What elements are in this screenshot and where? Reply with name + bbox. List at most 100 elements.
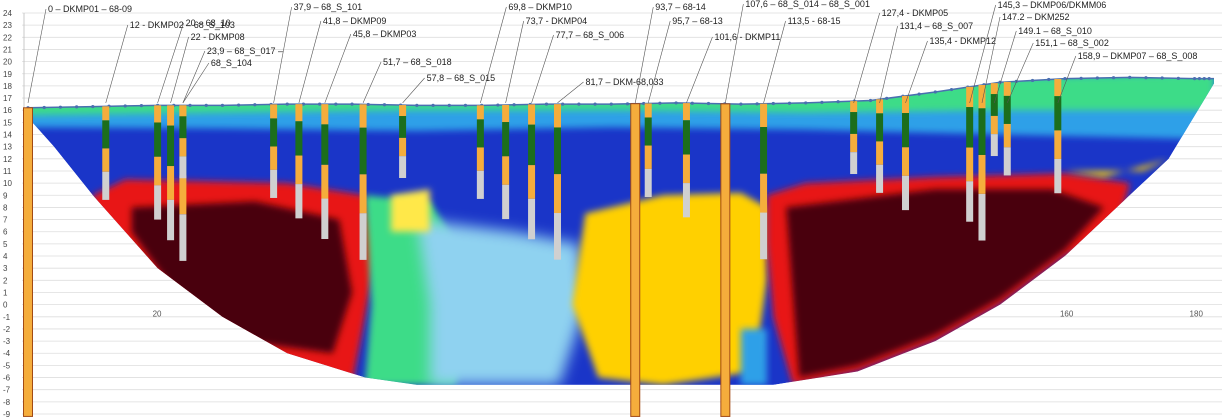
- y-tick-label: 23: [3, 21, 12, 30]
- label-leader: [879, 25, 898, 103]
- y-tick-label: 17: [3, 94, 12, 103]
- label-leader: [182, 50, 206, 104]
- borehole-segment: [270, 146, 278, 170]
- y-tick-label: 20: [3, 58, 12, 67]
- label-leader: [647, 20, 671, 103]
- surface-marker: [123, 104, 127, 108]
- surface-marker: [91, 104, 95, 109]
- borehole-segment: [682, 154, 690, 184]
- y-tick-label: -9: [3, 410, 11, 419]
- borehole-segment: [876, 99, 884, 114]
- borehole-segment: [102, 171, 110, 200]
- surface-marker: [674, 101, 678, 105]
- borehole-segment: [990, 94, 998, 116]
- y-tick-label: 4: [3, 252, 8, 261]
- borehole-segment: [167, 125, 175, 167]
- y-tick-label: 9: [3, 191, 8, 200]
- borehole-segment: [990, 115, 998, 135]
- borehole-segment: [644, 117, 652, 146]
- surface-marker: [1047, 77, 1051, 82]
- surface-marker: [868, 98, 873, 103]
- y-tick-label: -8: [3, 398, 11, 407]
- surface-marker: [625, 102, 630, 106]
- borehole-segment: [876, 113, 884, 142]
- borehole-segment: [502, 184, 510, 220]
- borehole-segment: [760, 173, 768, 213]
- y-tick-label: -5: [3, 361, 11, 370]
- y-tick-label: 8: [3, 203, 8, 212]
- surface-marker: [188, 103, 192, 107]
- borehole-segment: [359, 213, 367, 260]
- borehole-label: 147.2 – DKM252: [1002, 12, 1070, 22]
- surface-marker: [787, 101, 792, 105]
- borehole-segment: [644, 145, 652, 169]
- label-leader: [981, 16, 1001, 103]
- x-tick-label: 160: [1060, 310, 1074, 319]
- borehole-label: 73,7 - DKMP04: [526, 16, 588, 26]
- borehole-segment: [978, 154, 986, 194]
- borehole-segment: [682, 183, 690, 218]
- borehole-segment: [1054, 96, 1062, 131]
- label-leader: [994, 30, 1017, 104]
- borehole-segment: [760, 103, 768, 128]
- borehole-segment: [902, 147, 910, 176]
- right-extreme-resistivity: [786, 189, 1104, 378]
- borehole-segment: [553, 213, 561, 260]
- borehole: [630, 103, 641, 417]
- label-leader: [362, 61, 382, 104]
- borehole-segment: [1003, 95, 1011, 124]
- borehole-segment: [167, 166, 175, 200]
- borehole-segment: [502, 122, 510, 157]
- borehole-segment: [295, 121, 303, 156]
- borehole-segment: [295, 104, 303, 122]
- borehole-segment: [1003, 123, 1011, 148]
- borehole-segment: [154, 156, 162, 186]
- y-tick-label: -4: [3, 349, 11, 358]
- surface-marker: [1197, 77, 1202, 81]
- borehole-segment: [179, 156, 187, 179]
- borehole-segment: [528, 124, 536, 166]
- y-tick-label: 24: [3, 9, 12, 18]
- borehole-segment: [399, 137, 407, 157]
- y-tick-label: 14: [3, 131, 12, 140]
- surface-marker: [463, 103, 468, 107]
- borehole-label: 69,8 – DKMP10: [508, 2, 572, 12]
- borehole-segment: [850, 152, 858, 175]
- y-tick-label: 21: [3, 45, 12, 54]
- borehole-segment: [978, 108, 986, 155]
- borehole-segment: [359, 104, 367, 128]
- borehole-segment: [321, 104, 329, 125]
- surface-marker: [431, 103, 435, 107]
- borehole-segment: [760, 127, 768, 174]
- borehole-segment: [399, 116, 407, 138]
- surface-marker: [1079, 76, 1083, 80]
- borehole-segment: [476, 147, 484, 171]
- label-leader: [324, 33, 352, 104]
- borehole-segment: [321, 124, 329, 165]
- borehole-label: 51,7 – 68_S_018: [383, 57, 452, 67]
- surface-marker: [690, 101, 694, 105]
- surface-marker: [1207, 77, 1211, 81]
- borehole-label: 135,4 - DKMP12: [930, 36, 997, 46]
- borehole-segment: [102, 148, 110, 172]
- y-tick-label: 7: [3, 216, 8, 225]
- borehole-segment: [399, 156, 407, 178]
- borehole-segment: [850, 101, 858, 113]
- borehole-segment: [1003, 81, 1011, 96]
- borehole-segment: [553, 127, 561, 175]
- borehole-segment: [850, 112, 858, 134]
- borehole-segment: [321, 164, 329, 199]
- borehole-label: 12 - DKMP02 – 68_S_103: [130, 20, 235, 30]
- surface-marker: [1144, 76, 1148, 80]
- y-tick-label: -6: [3, 374, 11, 383]
- borehole-segment: [990, 83, 998, 95]
- borehole-segment: [167, 199, 175, 241]
- label-leader: [725, 3, 744, 103]
- surface-marker: [496, 103, 500, 107]
- borehole-segment: [154, 185, 162, 220]
- surface-marker: [512, 103, 516, 107]
- borehole-segment: [1003, 147, 1011, 176]
- small-yellow-zone: [390, 189, 430, 232]
- surface-marker: [755, 102, 759, 106]
- label-leader: [686, 36, 713, 104]
